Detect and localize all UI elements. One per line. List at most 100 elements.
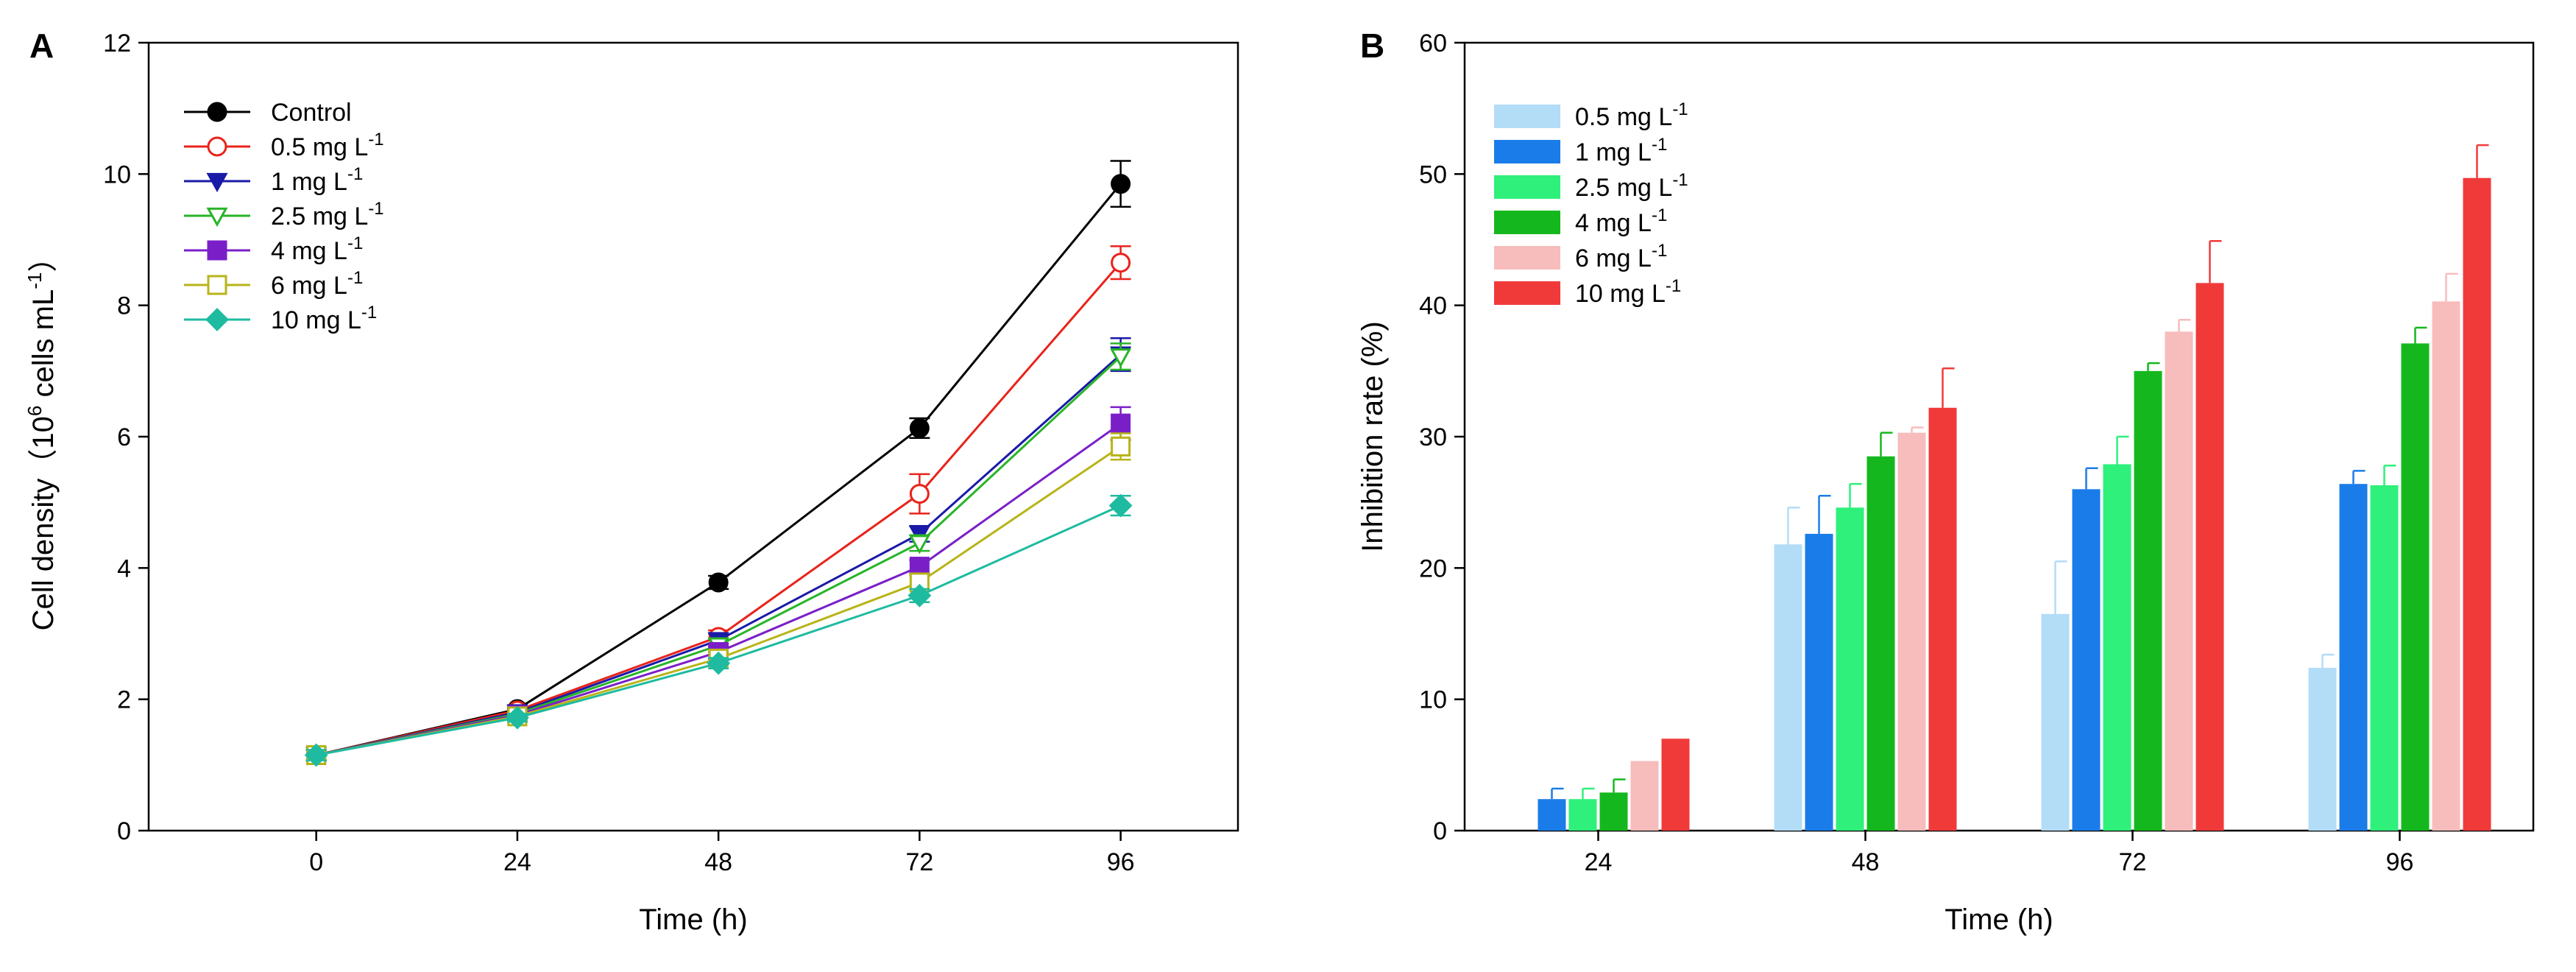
data-point [708, 572, 729, 593]
legend-item: 1 mg L-1 [1494, 135, 1667, 166]
bar [2308, 667, 2337, 831]
bar [2432, 301, 2460, 831]
data-point [1111, 174, 1131, 194]
series-6 [305, 432, 1131, 765]
panel-a-x-tick-label: 72 [905, 848, 933, 876]
data-point [707, 651, 731, 675]
legend-marker [206, 172, 228, 193]
panel-a-x-tick-label: 0 [309, 848, 323, 876]
bar [2463, 177, 2491, 831]
bar [1661, 739, 1690, 831]
legend-label: 4 mg L-1 [271, 233, 363, 265]
panel-b-y-tick-label: 60 [1419, 29, 1447, 57]
legend-label: 2.5 mg L-1 [1575, 170, 1688, 202]
panel-a-y-tick-label: 2 [117, 686, 131, 714]
panel-b-x-axis-title: Time (h) [1945, 904, 2053, 936]
panel-a-y-tick-label: 8 [117, 292, 131, 320]
legend-marker [207, 240, 227, 261]
data-point [1111, 436, 1131, 457]
bar [1897, 432, 1926, 831]
data-point [304, 743, 328, 767]
legend-label: Control [271, 99, 352, 127]
legend-item: 0.5 mg L-1 [1494, 99, 1688, 131]
panel-a-y-tick-label: 10 [103, 161, 131, 189]
data-point [1111, 413, 1131, 434]
legend-item: 10 mg L-1 [184, 303, 377, 334]
bar [1630, 761, 1659, 831]
bar [2103, 464, 2131, 831]
data-point [908, 535, 930, 554]
legend-item: 6 mg L-1 [1494, 241, 1667, 272]
bar-series-5 [1630, 272, 2460, 831]
panel-a-x-tick-label: 24 [503, 848, 531, 876]
legend-item: 4 mg L-1 [184, 233, 363, 265]
bar [2134, 370, 2162, 831]
bar-series-4 [1599, 326, 2430, 831]
legend-swatch [1494, 140, 1560, 163]
legend-label: 0.5 mg L-1 [271, 130, 384, 161]
panel-b-letter: B [1360, 27, 1384, 65]
bar-series-1 [1774, 507, 2337, 831]
bar [1866, 456, 1895, 831]
panel-a-x-tick-label: 96 [1107, 848, 1135, 876]
bar [1774, 544, 1802, 831]
legend-swatch [1494, 105, 1560, 128]
series-line [316, 446, 1122, 756]
legend-item: 6 mg L-1 [184, 268, 363, 300]
panel-b-bar-chart: B 0 10 20 30 40 50 60 24 48 72 96 Time (h) Inhibitio… [1356, 27, 2535, 936]
bar [1599, 792, 1628, 831]
legend-label: 2.5 mg L-1 [271, 199, 384, 230]
panel-b-y-tick-label: 50 [1419, 161, 1447, 189]
legend-item: 2.5 mg L-1 [184, 199, 384, 230]
panel-b-y-tick-label: 20 [1419, 554, 1447, 582]
data-point [1111, 253, 1131, 273]
panel-a-x-axis-title: Time (h) [639, 904, 747, 936]
panel-b-x-tick-label: 48 [1852, 848, 1880, 876]
legend-marker [205, 308, 229, 331]
panel-a-y-tick-label: 6 [117, 423, 131, 451]
panel-a-y-tick-label: 12 [103, 29, 131, 57]
panel-a-x-tick-label: 48 [704, 848, 732, 876]
legend-swatch [1494, 211, 1560, 234]
bar-series-6 [1661, 144, 2491, 831]
data-point [909, 484, 930, 504]
legend-item: 1 mg L-1 [184, 164, 363, 196]
panel-a-legend: Control 0.5 mg L-11 mg L-12.5 mg L-14 mg … [184, 99, 384, 334]
bar [1928, 407, 1957, 831]
legend-label: 10 mg L-1 [1575, 276, 1681, 308]
bar [2370, 485, 2399, 831]
legend-label: 4 mg L-1 [1575, 205, 1667, 237]
series-7 [304, 493, 1133, 767]
legend-item: Control [184, 99, 352, 127]
panel-a-y-tick-label: 0 [117, 817, 131, 845]
series-line [316, 353, 1122, 756]
series-4 [305, 342, 1132, 767]
bar [2339, 484, 2368, 831]
legend-marker [207, 136, 227, 157]
panel-a-y-tick-label: 4 [117, 554, 131, 582]
series-3 [305, 337, 1132, 767]
legend-label: 6 mg L-1 [271, 268, 363, 300]
bar [2195, 283, 2224, 831]
data-point [909, 418, 930, 438]
data-point [1110, 348, 1132, 368]
bar [1805, 533, 1833, 831]
legend-marker [207, 102, 227, 122]
legend-marker [207, 275, 227, 295]
panel-b-legend: 0.5 mg L-1 1 mg L-1 2.5 mg L-14 mg L-1 6 mg… [1494, 99, 1688, 308]
series-line [316, 356, 1122, 756]
bar [2165, 331, 2193, 831]
legend-swatch [1494, 175, 1560, 199]
panel-b-x-tick-label: 96 [2386, 848, 2414, 876]
bar [2041, 613, 2070, 831]
bar [2072, 489, 2101, 831]
legend-label: 1 mg L-1 [1575, 135, 1667, 166]
legend-marker [206, 207, 228, 228]
bar [1538, 799, 1566, 831]
panel-b-x-tick-label: 72 [2119, 848, 2147, 876]
legend-item: 2.5 mg L-1 [1494, 170, 1688, 202]
panel-b-y-tick-label: 40 [1419, 292, 1447, 320]
legend-item: 10 mg L-1 [1494, 276, 1681, 308]
data-point [506, 705, 529, 730]
